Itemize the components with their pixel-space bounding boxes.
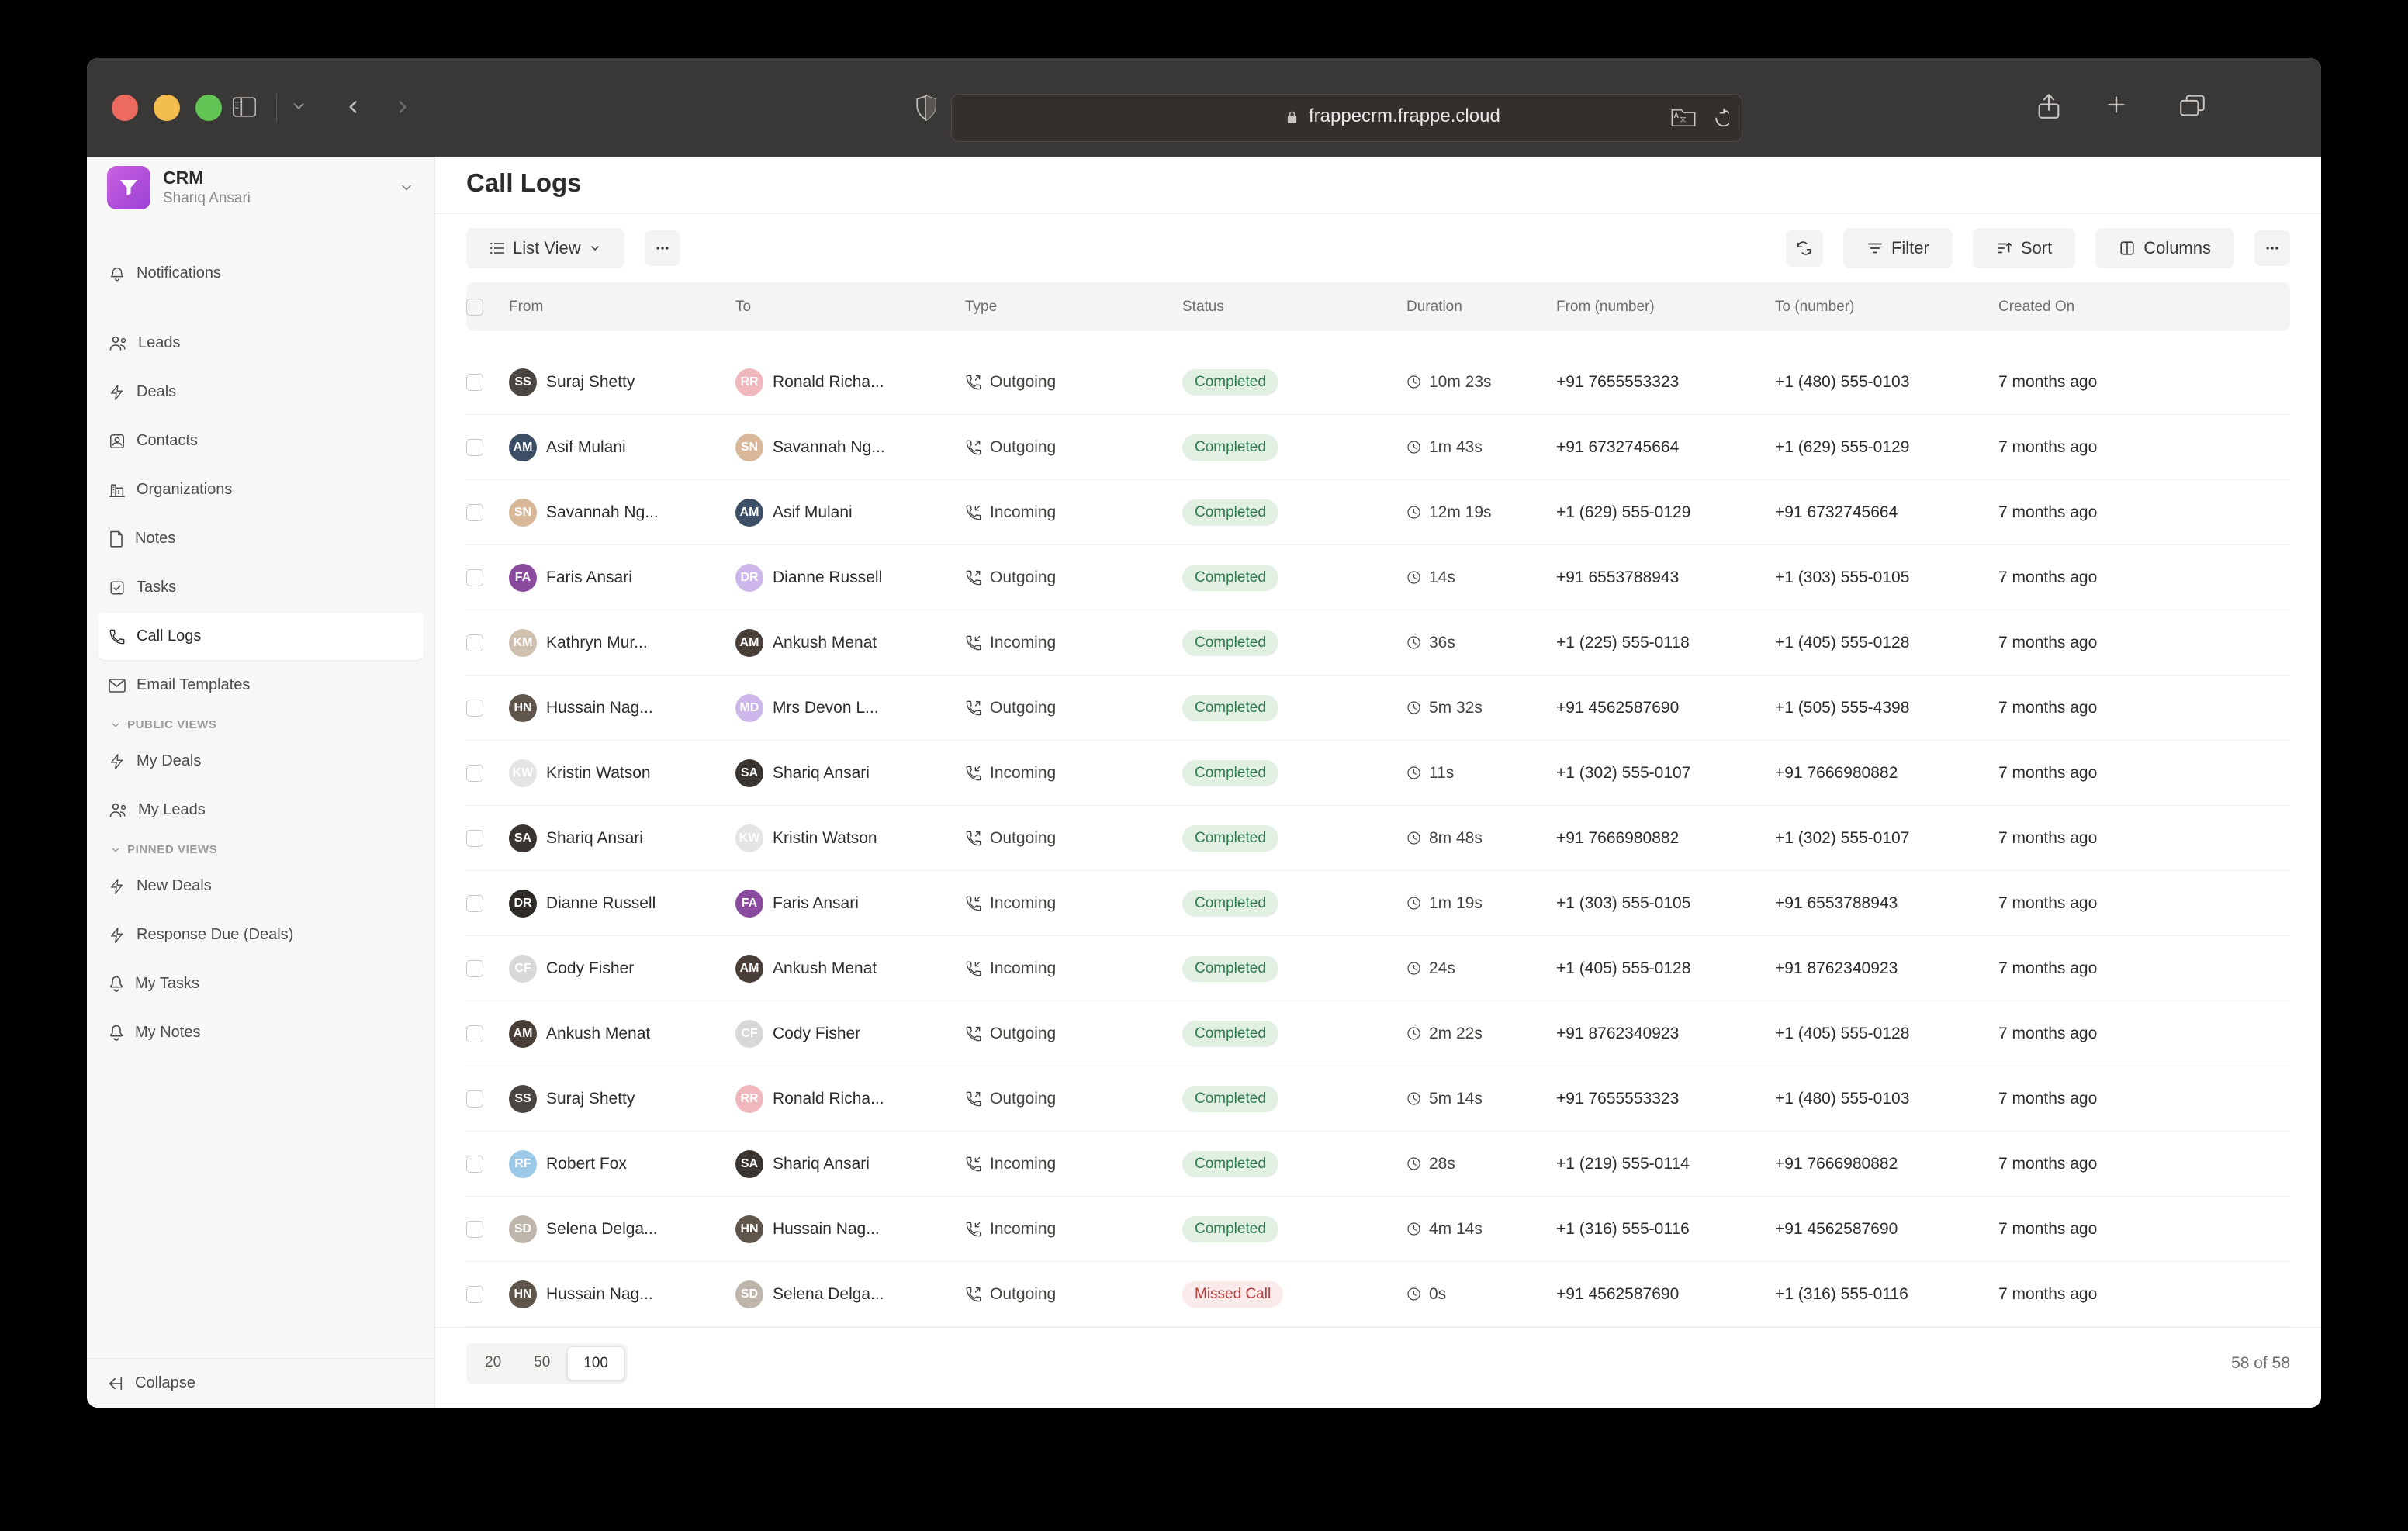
svg-text:A: A [1674,112,1680,119]
svg-text:文: 文 [1680,116,1686,123]
